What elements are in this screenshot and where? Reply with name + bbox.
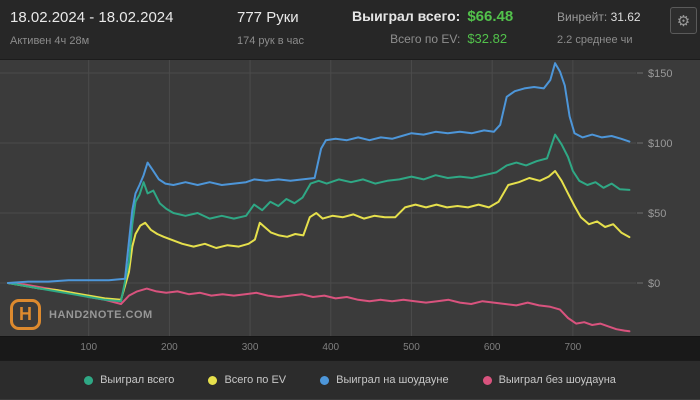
legend-label: Выиграл на шоудауне: [336, 374, 449, 386]
nonshowdown-dot-icon: [482, 375, 492, 385]
legend: Выиграл всего Всего по EV Выиграл на шоу…: [0, 360, 700, 399]
avg-stat-line: 2.2 среднее чи: [557, 34, 633, 46]
date-range: 18.02.2024 - 18.02.2024: [10, 9, 174, 26]
winrate-label: Винрейт:: [557, 10, 608, 24]
legend-item-total-winnings[interactable]: Выиграл всего: [84, 374, 174, 386]
legend-label: Выиграл всего: [100, 374, 175, 386]
totals-block: Выиграл всего: $66.48 Всего по EV: $32.8…: [352, 8, 513, 46]
legend-label: Выиграл без шоудауна: [498, 374, 616, 386]
session-period-block: 18.02.2024 - 18.02.2024 Активен 4ч 28м: [10, 9, 173, 47]
x-axis-label: 700: [564, 342, 582, 353]
hands-count: 777 Руки: [237, 9, 299, 26]
ev-total-label: Всего по EV:: [390, 32, 461, 46]
settings-button[interactable]: ⚙: [670, 7, 697, 34]
winrate-value: 31.62: [610, 10, 641, 24]
hand2note-logo-icon: H: [10, 299, 41, 330]
hand2note-logo-text: HAND2NOTE.COM: [49, 308, 153, 321]
hands-block: 777 Руки 174 рук в час: [237, 9, 304, 47]
showdown-dot-icon: [320, 375, 330, 385]
x-axis-label: 100: [80, 342, 98, 353]
legend-item-nonshowdown[interactable]: Выиграл без шоудауна: [482, 374, 616, 386]
total-winnings-dot-icon: [84, 375, 94, 385]
x-axis-label: 600: [483, 342, 501, 353]
winnings-graph-canvas: $0 $50 $100 $150: [0, 60, 672, 336]
x-axis: 100 200 300 400 500 600 700: [0, 336, 700, 360]
header: 18.02.2024 - 18.02.2024 Активен 4ч 28м 7…: [0, 0, 700, 60]
legend-label: Всего по EV: [224, 374, 287, 386]
svg-text:$0: $0: [648, 278, 660, 290]
active-time: Активен 4ч 28м: [10, 35, 90, 47]
gear-icon: ⚙: [676, 12, 691, 30]
legend-item-ev[interactable]: Всего по EV: [208, 374, 286, 386]
winrate-line: Винрейт: 31.62: [557, 10, 641, 24]
svg-text:$50: $50: [648, 208, 666, 220]
winrate-block: Винрейт: 31.62 2.2 среднее чи: [557, 10, 641, 46]
chart-area: $0 $50 $100 $150 H HAND2NOTE.COM: [0, 60, 700, 336]
hand2note-logo: H HAND2NOTE.COM: [10, 299, 153, 330]
x-axis-label: 500: [403, 342, 420, 353]
x-axis-label: 200: [161, 342, 178, 353]
svg-text:$100: $100: [648, 138, 672, 150]
legend-item-showdown[interactable]: Выиграл на шоудауне: [320, 374, 449, 386]
svg-text:$150: $150: [648, 68, 672, 80]
won-total-value: $66.48: [467, 8, 514, 25]
ev-dot-icon: [208, 375, 218, 385]
won-total-label: Выиграл всего:: [352, 8, 461, 24]
x-axis-label: 300: [241, 342, 259, 353]
ev-total-value: $32.82: [467, 31, 508, 46]
x-axis-label: 400: [322, 342, 340, 353]
hands-per-hour: 174 рук в час: [237, 35, 305, 47]
